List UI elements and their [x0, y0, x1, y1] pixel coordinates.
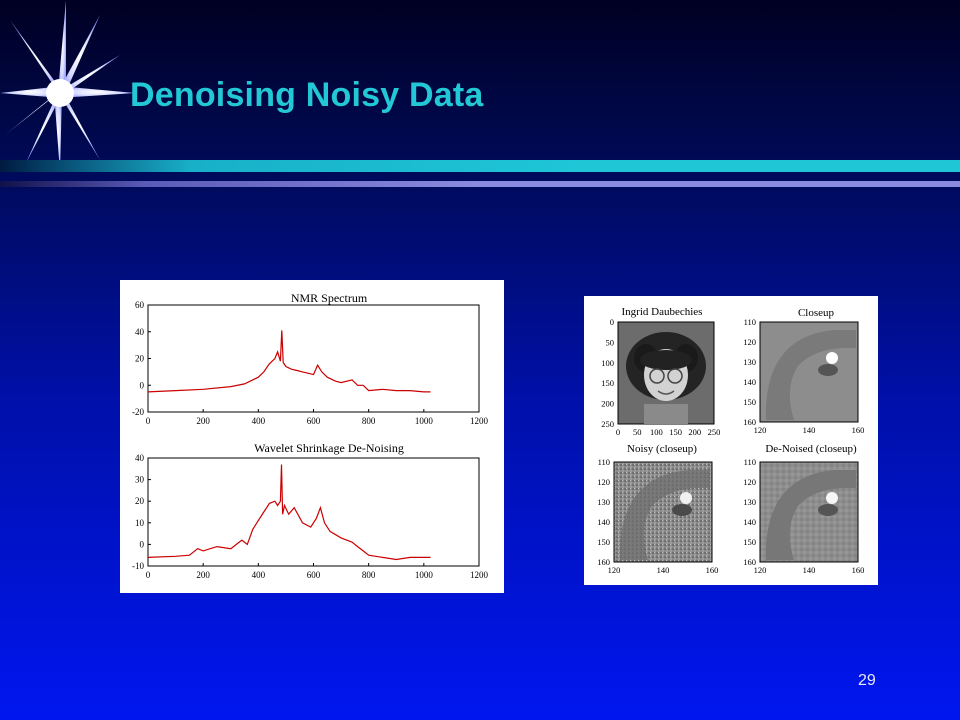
x-tick-label: 400 [252, 570, 266, 580]
panel-2-y-tick-label: 140 [743, 377, 756, 387]
panel-2-x-tick-label: 120 [754, 425, 767, 435]
panel-4-y-tick-label: 120 [743, 477, 756, 487]
panel-4-title: De-Noised (closeup) [765, 443, 857, 455]
y-tick-label: -10 [132, 561, 144, 571]
y-tick-label: 40 [135, 327, 145, 337]
x-tick-label: 600 [307, 570, 321, 580]
chart-2-title: Wavelet Shrinkage De-Noising [254, 441, 404, 455]
panel-1-y-tick-label: 50 [606, 337, 615, 347]
x-tick-label: 800 [362, 416, 376, 426]
panel-4-x-tick-label: 140 [803, 565, 816, 575]
panel-2-x-tick-label: 140 [803, 425, 816, 435]
x-tick-label: 0 [146, 570, 151, 580]
portrait-image [626, 332, 706, 424]
panel-4-y-tick-label: 160 [743, 557, 756, 567]
panel-1-title: Ingrid Daubechies [622, 306, 703, 318]
x-tick-label: 800 [362, 570, 376, 580]
chart-1-title: NMR Spectrum [291, 291, 368, 305]
panel-4-y-tick-label: 150 [743, 537, 756, 547]
image-figure: Ingrid Daubechies Closeup Noisy (closeup… [584, 296, 878, 585]
panel-1-y-tick-label: 150 [601, 378, 614, 388]
y-tick-label: 30 [135, 475, 145, 485]
x-tick-label: 1200 [470, 416, 489, 426]
spectrum-charts-svg: NMR Spectrum Wavelet Shrinkage De-Noisin… [132, 291, 489, 580]
panel-3-title: Noisy (closeup) [627, 443, 697, 455]
x-tick-label: 200 [196, 570, 210, 580]
panel-2-y-tick-label: 110 [744, 317, 756, 327]
panel-3-y-tick-label: 110 [598, 457, 610, 467]
title-rule-secondary [0, 181, 960, 187]
panel-3-x-tick-label: 160 [706, 565, 719, 575]
panel-2-y-tick-label: 160 [743, 417, 756, 427]
chart-1-frame [147, 304, 480, 413]
panel-1-x-tick-label: 100 [650, 427, 663, 437]
panel-3-x-tick-label: 140 [657, 565, 670, 575]
x-tick-label: 1200 [470, 570, 489, 580]
panel-3-y-tick-label: 140 [597, 517, 610, 527]
chart-2-series-line [147, 464, 431, 561]
panel-1-x-tick-label: 250 [708, 427, 721, 437]
y-tick-label: 60 [135, 300, 145, 310]
panel-4-x-tick-label: 120 [754, 565, 767, 575]
panel-4-y-tick-label: 140 [743, 517, 756, 527]
x-tick-label: 600 [307, 416, 321, 426]
y-tick-label: 0 [140, 380, 145, 390]
chart-2-frame [147, 457, 480, 567]
panel-3-y-tick-label: 120 [597, 477, 610, 487]
x-tick-label: 1000 [415, 570, 434, 580]
panel-4-x-tick-label: 160 [852, 565, 865, 575]
spectrum-figure: NMR Spectrum Wavelet Shrinkage De-Noisin… [120, 280, 504, 593]
panel-1-x-tick-label: 200 [688, 427, 701, 437]
y-tick-label: 20 [135, 354, 145, 364]
panel-1-y-tick-label: 0 [610, 317, 614, 327]
starburst-icon [0, 0, 135, 172]
chart-1-series-line [147, 330, 431, 393]
slide-title: Denoising Noisy Data [130, 76, 484, 114]
y-tick-label: 10 [135, 518, 145, 528]
panel-1-y-tick-label: 250 [601, 419, 614, 429]
panel-2-title: Closeup [798, 307, 835, 319]
y-tick-label: 20 [135, 496, 145, 506]
panel-2-y-tick-label: 150 [743, 397, 756, 407]
image-grid-svg: Ingrid Daubechies Closeup Noisy (closeup… [597, 306, 865, 575]
panel-4-y-tick-label: 130 [743, 497, 756, 507]
panel-1-x-tick-label: 150 [669, 427, 682, 437]
panel-3-y-tick-label: 160 [597, 557, 610, 567]
panel-2-x-tick-label: 160 [852, 425, 865, 435]
panel-2-y-tick-label: 130 [743, 357, 756, 367]
panel-4-y-tick-label: 110 [744, 457, 756, 467]
x-tick-label: 200 [196, 416, 210, 426]
panel-1-y-tick-label: 200 [601, 399, 614, 409]
x-tick-label: 400 [252, 416, 266, 426]
title-rule-primary [0, 160, 960, 172]
panel-1-x-tick-label: 0 [616, 427, 620, 437]
panel-3-x-tick-label: 120 [608, 565, 621, 575]
panel-3-y-tick-label: 150 [597, 537, 610, 547]
panel-3-y-tick-label: 130 [597, 497, 610, 507]
page-number: 29 [858, 672, 876, 689]
y-tick-label: -20 [132, 407, 144, 417]
y-tick-label: 0 [140, 539, 145, 549]
panel-1-y-tick-label: 100 [601, 358, 614, 368]
x-tick-label: 0 [146, 416, 151, 426]
panel-2-y-tick-label: 120 [743, 337, 756, 347]
y-tick-label: 40 [135, 453, 145, 463]
x-tick-label: 1000 [415, 416, 434, 426]
panel-1-x-tick-label: 50 [633, 427, 642, 437]
